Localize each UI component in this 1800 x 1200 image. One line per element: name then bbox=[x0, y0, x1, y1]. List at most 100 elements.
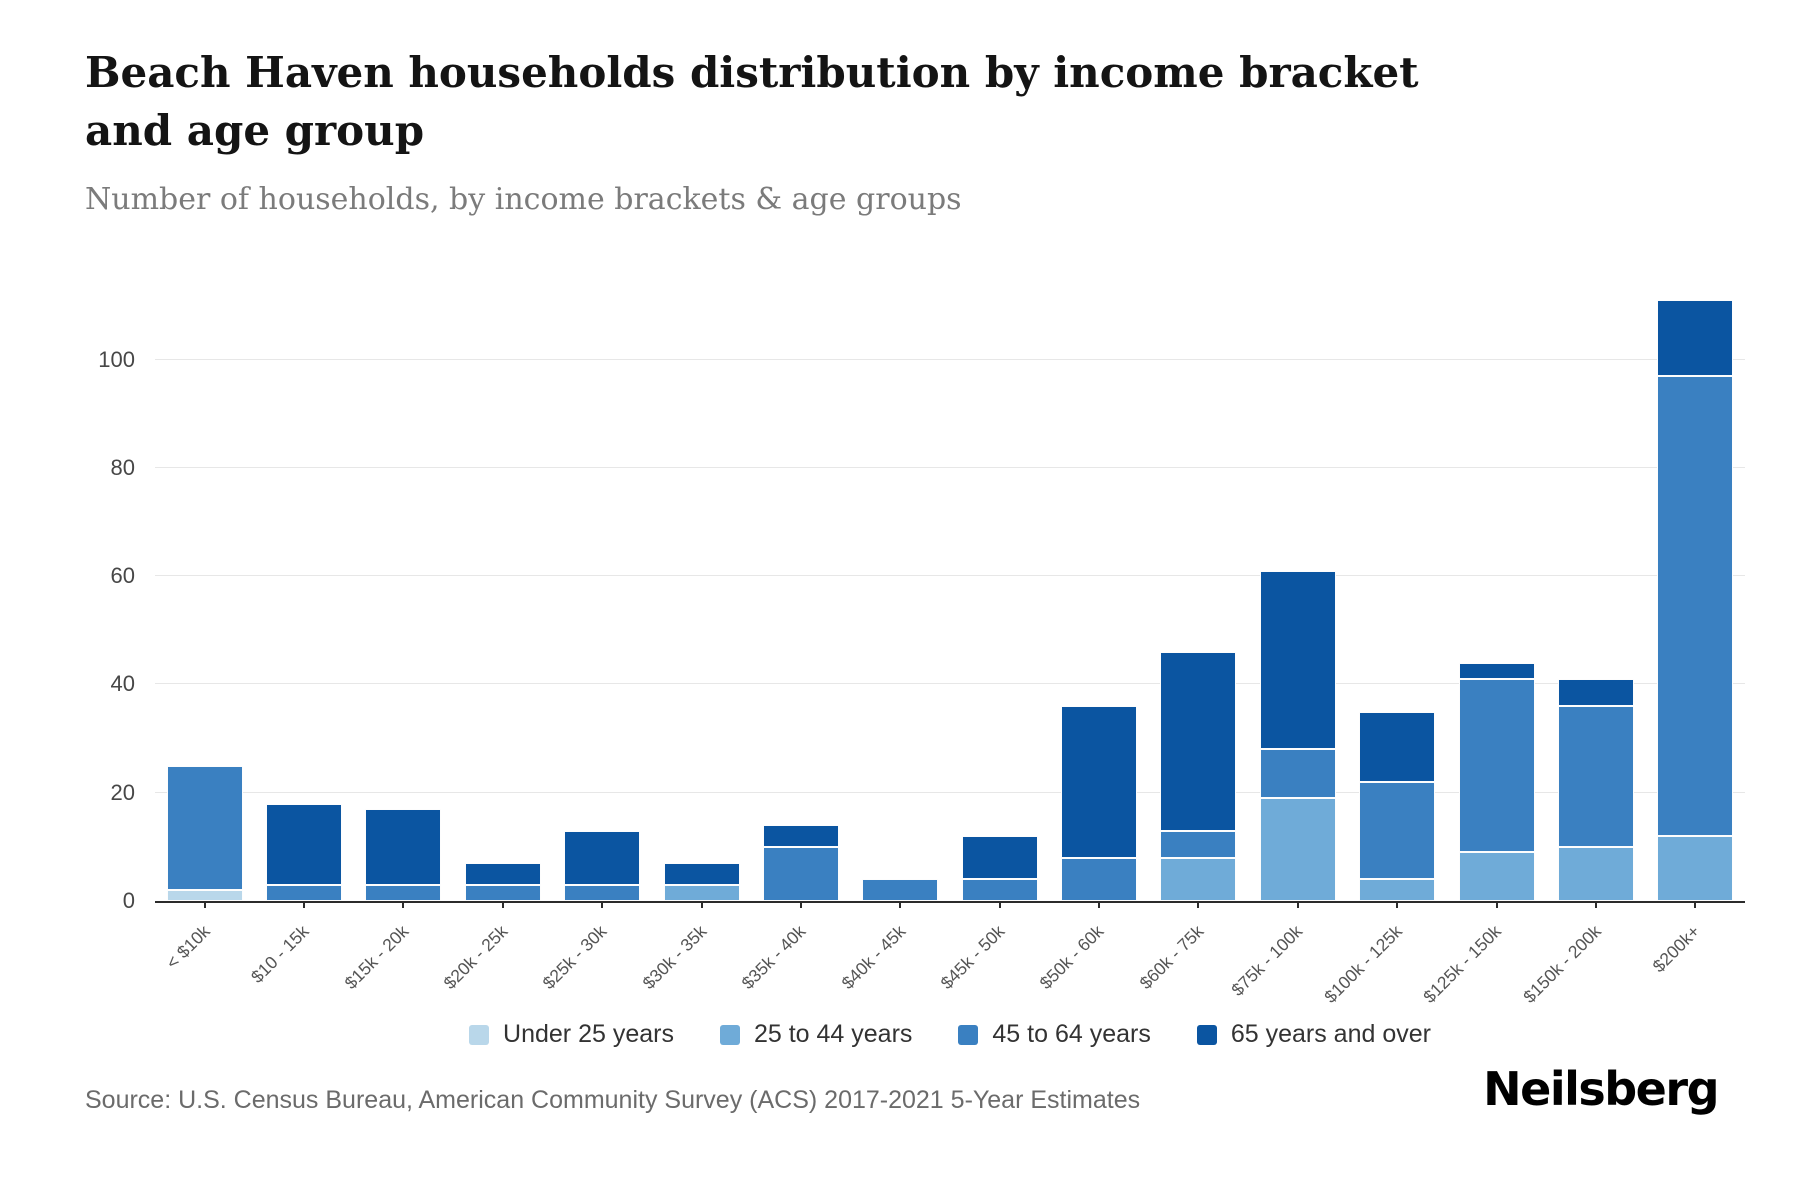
x-axis-category-label: $100k - 125k bbox=[1320, 921, 1406, 1007]
bar-segment-45-to-64-years[interactable] bbox=[862, 879, 939, 901]
bar-segment-65-years-and-over[interactable] bbox=[1359, 711, 1436, 782]
legend-item-45-to-64-years[interactable]: 45 to 64 years bbox=[958, 1020, 1151, 1049]
brand-logo[interactable]: Neilsberg bbox=[1483, 1062, 1719, 1116]
bar-segment-65-years-and-over[interactable] bbox=[365, 808, 442, 885]
bar-$15k - 20k[interactable] bbox=[365, 808, 442, 901]
legend-item-65-years-and-over[interactable]: 65 years and over bbox=[1196, 1020, 1431, 1049]
x-axis-tick bbox=[1296, 901, 1299, 908]
bar-segment-25-to-44-years[interactable] bbox=[1657, 836, 1734, 901]
gridline bbox=[155, 575, 1745, 577]
bar-$60k - 75k[interactable] bbox=[1160, 651, 1237, 901]
bar-segment-65-years-and-over[interactable] bbox=[1061, 706, 1138, 858]
x-axis-tick bbox=[1197, 901, 1200, 908]
plot-area: 0 20 40 60 80 100 < $10k $10 - 15k $15k - 20k $20… bbox=[98, 300, 1745, 1007]
bar-segment-65-years-and-over[interactable] bbox=[1557, 679, 1634, 707]
chart-legend: Under 25 years 25 to 44 years 45 to 64 yea… bbox=[155, 1020, 1745, 1049]
bar-segment-25-to-44-years[interactable] bbox=[1557, 846, 1634, 901]
gridline bbox=[155, 466, 1745, 468]
bar-segment-under-25-years[interactable] bbox=[166, 890, 243, 901]
bar-segment-65-years-and-over[interactable] bbox=[1458, 662, 1535, 680]
bar-segment-45-to-64-years[interactable] bbox=[1160, 830, 1237, 858]
chart-title: Beach Haven households distribution by i… bbox=[85, 48, 1419, 155]
legend-label: 45 to 64 years bbox=[992, 1020, 1151, 1048]
bar-segment-65-years-and-over[interactable] bbox=[762, 825, 839, 847]
bar-< $10k[interactable] bbox=[166, 765, 243, 901]
bar-segment-45-to-64-years[interactable] bbox=[762, 846, 839, 901]
x-axis-tick bbox=[501, 901, 504, 908]
x-axis-tick bbox=[1396, 901, 1399, 908]
x-axis-category-label: $125k - 150k bbox=[1419, 921, 1506, 1007]
bar-$45k - 50k[interactable] bbox=[961, 836, 1038, 901]
bar-$200k+[interactable] bbox=[1657, 300, 1734, 901]
legend-swatch bbox=[1196, 1024, 1217, 1045]
x-axis-category-label: $25k - 30k bbox=[538, 921, 611, 994]
bar-$125k - 150k[interactable] bbox=[1458, 662, 1535, 901]
legend-swatch bbox=[469, 1024, 490, 1045]
bar-segment-65-years-and-over[interactable] bbox=[1160, 651, 1237, 831]
legend-label: 65 years and over bbox=[1230, 1020, 1431, 1048]
y-axis-tick-label: 0 bbox=[122, 888, 135, 913]
bar-segment-45-to-64-years[interactable] bbox=[464, 884, 541, 901]
x-axis-category-label: $150k - 200k bbox=[1518, 921, 1605, 1007]
x-axis-category-label: < $10k bbox=[161, 921, 214, 973]
bar-segment-65-years-and-over[interactable] bbox=[663, 863, 740, 885]
gridline bbox=[155, 683, 1745, 685]
legend-swatch bbox=[958, 1024, 979, 1045]
bar-$50k - 60k[interactable] bbox=[1061, 706, 1138, 901]
bar-segment-65-years-and-over[interactable] bbox=[1259, 570, 1336, 750]
x-axis-tick bbox=[402, 901, 405, 908]
chart-subtitle: Number of households, by income brackets… bbox=[85, 181, 962, 217]
bar-$35k - 40k[interactable] bbox=[762, 825, 839, 901]
x-axis-category-label: $75k - 100k bbox=[1227, 921, 1307, 1000]
bar-segment-45-to-64-years[interactable] bbox=[1359, 781, 1436, 880]
bar-segment-45-to-64-years[interactable] bbox=[564, 884, 641, 901]
x-axis-category-label: $60k - 75k bbox=[1135, 921, 1208, 994]
bar-segment-45-to-64-years[interactable] bbox=[365, 884, 442, 901]
bar-segment-45-to-64-years[interactable] bbox=[166, 765, 243, 891]
x-axis-tick bbox=[1098, 901, 1101, 908]
bar-segment-25-to-44-years[interactable] bbox=[663, 884, 740, 901]
bar-$150k - 200k[interactable] bbox=[1557, 679, 1634, 901]
bar-$20k - 25k[interactable] bbox=[464, 863, 541, 901]
bar-segment-65-years-and-over[interactable] bbox=[266, 803, 343, 885]
bar-segment-45-to-64-years[interactable] bbox=[1557, 706, 1634, 847]
chart-header: Beach Haven households distribution by i… bbox=[85, 44, 1445, 217]
x-axis-tick bbox=[1495, 901, 1498, 908]
x-axis-category-label: $10 - 15k bbox=[247, 921, 313, 987]
bar-$25k - 30k[interactable] bbox=[564, 830, 641, 901]
gridline bbox=[155, 791, 1745, 793]
x-axis-tick bbox=[203, 901, 206, 908]
bar-segment-45-to-64-years[interactable] bbox=[1458, 679, 1535, 853]
bar-segment-65-years-and-over[interactable] bbox=[1657, 300, 1734, 376]
x-axis-tick bbox=[799, 901, 802, 908]
x-axis-tick bbox=[1594, 901, 1597, 908]
bar-$100k - 125k[interactable] bbox=[1359, 711, 1436, 901]
bar-segment-45-to-64-years[interactable] bbox=[1061, 857, 1138, 901]
x-axis-tick bbox=[899, 901, 902, 908]
bar-segment-65-years-and-over[interactable] bbox=[464, 863, 541, 885]
bar-segment-65-years-and-over[interactable] bbox=[961, 836, 1038, 880]
bar-segment-25-to-44-years[interactable] bbox=[1359, 879, 1436, 901]
bar-segment-25-to-44-years[interactable] bbox=[1259, 798, 1336, 901]
bar-segment-65-years-and-over[interactable] bbox=[564, 830, 641, 885]
legend-item-under-25-years[interactable]: Under 25 years bbox=[469, 1020, 674, 1049]
legend-item-25-to-44-years[interactable]: 25 to 44 years bbox=[719, 1020, 912, 1049]
bar-segment-25-to-44-years[interactable] bbox=[1458, 852, 1535, 901]
bar-$40k - 45k[interactable] bbox=[862, 879, 939, 901]
bar-segment-25-to-44-years[interactable] bbox=[1160, 857, 1237, 901]
x-axis-category-label: $50k - 60k bbox=[1035, 921, 1108, 994]
bar-segment-45-to-64-years[interactable] bbox=[961, 879, 1038, 901]
x-axis-tick bbox=[700, 901, 703, 908]
source-note: Source: U.S. Census Bureau, American Com… bbox=[85, 1086, 1141, 1114]
y-axis-tick-label: 40 bbox=[110, 671, 135, 697]
x-axis-category-label: $200k+ bbox=[1648, 921, 1705, 977]
bar-segment-45-to-64-years[interactable] bbox=[1657, 375, 1734, 837]
x-axis-category-label: $40k - 45k bbox=[837, 921, 910, 994]
bar-segment-45-to-64-years[interactable] bbox=[1259, 749, 1336, 799]
bar-$30k - 35k[interactable] bbox=[663, 863, 740, 901]
bar-$10 - 15k[interactable] bbox=[266, 803, 343, 901]
bar-segment-45-to-64-years[interactable] bbox=[266, 884, 343, 901]
bar-$75k - 100k[interactable] bbox=[1259, 570, 1336, 901]
y-axis-tick-label: 20 bbox=[110, 779, 135, 805]
